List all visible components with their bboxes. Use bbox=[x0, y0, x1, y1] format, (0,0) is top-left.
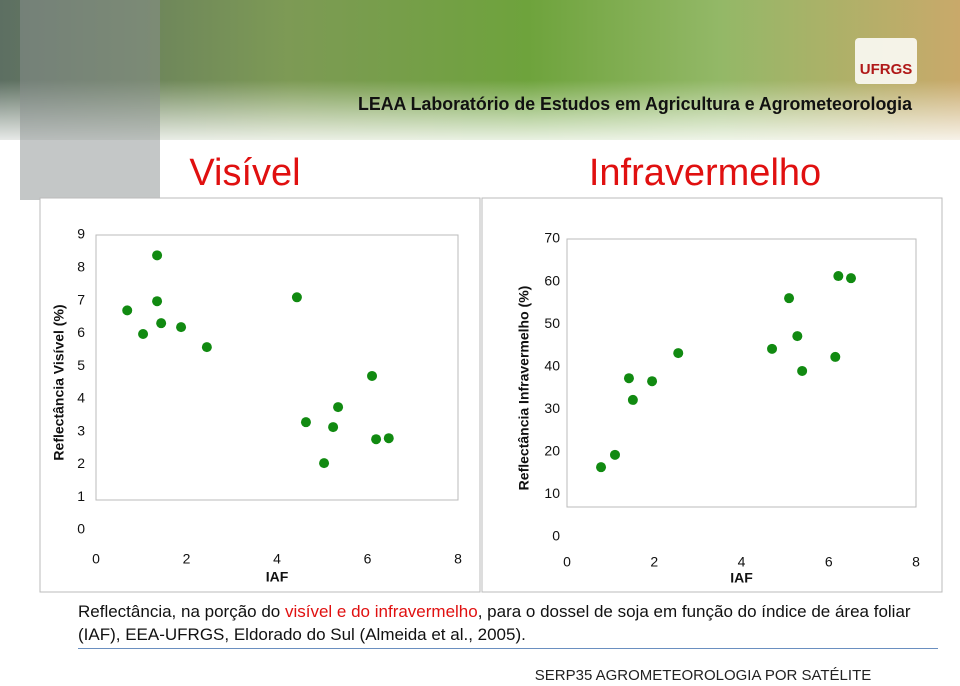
data-point bbox=[122, 305, 133, 316]
data-point bbox=[138, 328, 149, 339]
y-tick-label: 8 bbox=[77, 258, 85, 274]
data-point bbox=[845, 273, 856, 284]
satellite-image bbox=[20, 0, 160, 200]
divider bbox=[78, 648, 938, 649]
y-tick-label: 4 bbox=[77, 390, 85, 406]
data-point bbox=[609, 449, 620, 460]
caption-text: Reflectância, na porção do bbox=[78, 602, 285, 621]
data-point bbox=[627, 394, 638, 405]
y-tick-label: 0 bbox=[552, 528, 560, 544]
caption-highlight: visível e do infravermelho bbox=[284, 602, 478, 621]
y-tick-label: 6 bbox=[77, 324, 85, 340]
data-point bbox=[176, 322, 187, 333]
y-tick-label: 10 bbox=[544, 485, 560, 501]
chart-title: Visível bbox=[189, 152, 300, 194]
data-point bbox=[328, 422, 339, 433]
data-point bbox=[673, 348, 684, 359]
y-tick-label: 50 bbox=[544, 315, 560, 331]
x-axis-title: IAF bbox=[266, 569, 289, 585]
y-tick-label: 9 bbox=[77, 226, 85, 242]
plot-frame bbox=[566, 238, 917, 508]
y-tick-label: 3 bbox=[77, 422, 85, 438]
x-tick-label: 8 bbox=[912, 554, 920, 570]
y-tick-label: 0 bbox=[77, 521, 85, 537]
x-tick-label: 4 bbox=[738, 554, 746, 570]
data-point bbox=[767, 343, 778, 354]
header-title: LEAA Laboratório de Estudos em Agricultu… bbox=[358, 94, 913, 114]
data-point bbox=[152, 296, 163, 307]
chart-title: Infravermelho bbox=[589, 152, 821, 194]
x-tick-label: 0 bbox=[563, 554, 571, 570]
data-point bbox=[152, 250, 163, 261]
x-axis-title: IAF bbox=[730, 570, 753, 586]
data-point bbox=[792, 331, 803, 342]
x-tick-label: 0 bbox=[92, 551, 100, 567]
data-point bbox=[319, 458, 330, 469]
logo: UFRGS bbox=[860, 61, 913, 78]
data-point bbox=[333, 402, 344, 413]
data-point bbox=[201, 342, 212, 353]
y-tick-label: 30 bbox=[544, 400, 560, 416]
plot-frame bbox=[95, 234, 459, 501]
data-point bbox=[830, 351, 841, 362]
data-point bbox=[797, 365, 808, 376]
x-tick-label: 6 bbox=[364, 551, 372, 567]
y-tick-label: 1 bbox=[77, 488, 85, 504]
y-tick-label: 5 bbox=[77, 357, 85, 373]
data-point bbox=[367, 370, 378, 381]
data-point bbox=[156, 318, 167, 329]
data-point bbox=[371, 434, 382, 445]
y-tick-label: 20 bbox=[544, 443, 560, 459]
data-point bbox=[623, 373, 634, 384]
data-point bbox=[784, 293, 795, 304]
y-tick-label: 7 bbox=[77, 291, 85, 307]
logo-box bbox=[855, 38, 917, 84]
x-tick-label: 6 bbox=[825, 554, 833, 570]
data-point bbox=[833, 271, 844, 282]
caption: Reflectância, na porção do visível e do … bbox=[78, 600, 928, 646]
footer: SERP35 AGROMETEOROLOGIA POR SATÉLITE bbox=[535, 667, 871, 684]
y-tick-label: 40 bbox=[544, 357, 560, 373]
data-point bbox=[291, 292, 302, 303]
x-tick-label: 2 bbox=[183, 551, 191, 567]
y-tick-label: 2 bbox=[77, 455, 85, 471]
y-tick-label: 60 bbox=[544, 272, 560, 288]
data-point bbox=[383, 433, 394, 444]
data-point bbox=[300, 417, 311, 428]
chart-panel bbox=[481, 197, 943, 593]
x-tick-label: 2 bbox=[650, 554, 658, 570]
chart-panel bbox=[39, 197, 481, 593]
x-tick-label: 4 bbox=[273, 551, 281, 567]
data-point bbox=[596, 462, 607, 473]
y-axis-title: Reflectância Infravermelho (%) bbox=[516, 286, 532, 491]
y-axis-title: Reflectância Visível (%) bbox=[51, 304, 67, 460]
caption-text: , para o dossel de soja em função do índ… bbox=[78, 602, 911, 644]
x-tick-label: 8 bbox=[454, 551, 462, 567]
y-tick-label: 70 bbox=[544, 230, 560, 246]
data-point bbox=[647, 376, 658, 387]
